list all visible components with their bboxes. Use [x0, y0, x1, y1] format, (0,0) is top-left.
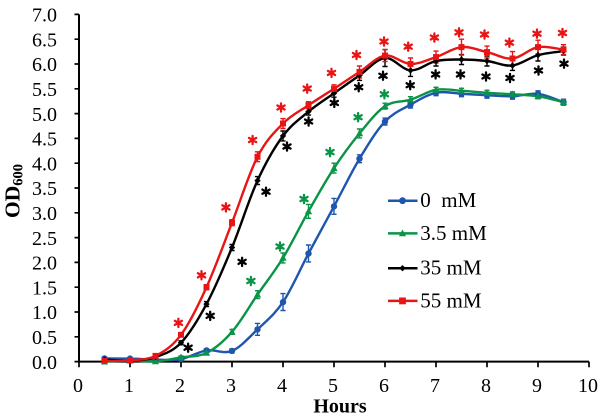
svg-text:5.5: 5.5 [32, 79, 57, 101]
svg-text:1.5: 1.5 [32, 277, 57, 299]
svg-text:7: 7 [430, 375, 440, 397]
svg-text:10: 10 [578, 375, 598, 397]
svg-text:0.5: 0.5 [32, 327, 57, 349]
svg-text:4.0: 4.0 [32, 153, 57, 175]
svg-text:9: 9 [532, 375, 542, 397]
svg-text:0.0: 0.0 [32, 352, 57, 374]
svg-text:5: 5 [328, 375, 338, 397]
svg-text:2: 2 [175, 375, 185, 397]
svg-text:0 mM: 0 mM [420, 188, 476, 212]
svg-text:Hours: Hours [313, 396, 367, 418]
svg-text:3: 3 [226, 375, 236, 397]
svg-text:0: 0 [73, 375, 83, 397]
svg-text:1: 1 [124, 375, 134, 397]
svg-text:5.0: 5.0 [32, 104, 57, 126]
svg-text:4: 4 [277, 375, 287, 397]
svg-text:2.0: 2.0 [32, 253, 57, 275]
svg-text:6.5: 6.5 [32, 29, 57, 51]
svg-text:3.0: 3.0 [32, 203, 57, 225]
svg-text:OD600: OD600 [1, 164, 27, 218]
svg-text:8: 8 [481, 375, 491, 397]
svg-text:2.5: 2.5 [32, 228, 57, 250]
svg-text:6: 6 [379, 375, 389, 397]
svg-text:55 mM: 55 mM [420, 288, 482, 312]
svg-text:7.0: 7.0 [32, 5, 57, 27]
svg-text:4.5: 4.5 [32, 129, 57, 151]
svg-text:3.5 mM: 3.5 mM [420, 221, 487, 245]
svg-text:35 mM: 35 mM [420, 256, 482, 280]
svg-text:3.5: 3.5 [32, 178, 57, 200]
svg-text:1.0: 1.0 [32, 302, 57, 324]
svg-text:6.0: 6.0 [32, 54, 57, 76]
